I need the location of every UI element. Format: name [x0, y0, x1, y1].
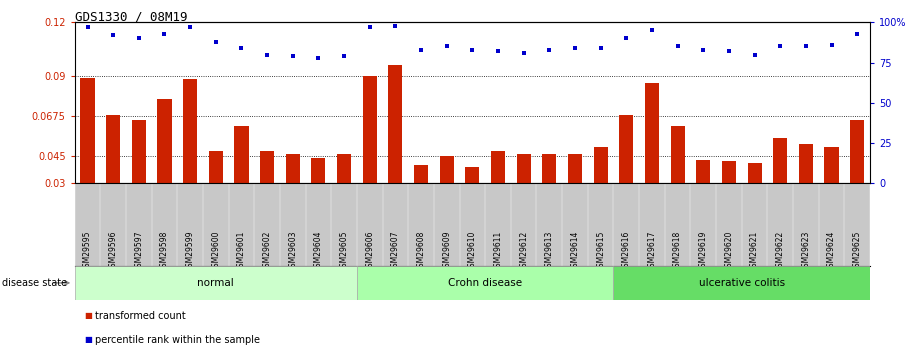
Text: ■: ■	[84, 311, 92, 320]
Bar	[312, 158, 325, 183]
Text: ■: ■	[84, 335, 92, 344]
Bar	[491, 151, 505, 183]
Bar	[440, 156, 454, 183]
Text: transformed count: transformed count	[95, 311, 186, 321]
Bar	[613, 266, 870, 300]
Bar	[722, 161, 736, 183]
Bar	[260, 151, 274, 183]
Text: Crohn disease: Crohn disease	[448, 278, 522, 288]
Bar	[773, 138, 787, 183]
Bar	[75, 266, 357, 300]
Bar	[824, 147, 839, 183]
Bar	[748, 163, 762, 183]
Text: normal: normal	[198, 278, 234, 288]
Bar	[363, 76, 377, 183]
Text: ulcerative colitis: ulcerative colitis	[699, 278, 784, 288]
Bar	[357, 266, 613, 300]
Bar	[799, 144, 813, 183]
Bar	[209, 151, 223, 183]
Bar	[106, 115, 120, 183]
Bar	[619, 115, 633, 183]
Bar	[337, 154, 351, 183]
Bar	[517, 154, 531, 183]
Text: GDS1330 / 08M19: GDS1330 / 08M19	[75, 10, 187, 23]
Bar	[850, 120, 865, 183]
Bar	[696, 160, 711, 183]
Bar	[466, 167, 479, 183]
Bar	[568, 154, 582, 183]
Bar	[414, 165, 428, 183]
Bar	[158, 99, 171, 183]
Bar	[286, 154, 300, 183]
Bar	[670, 126, 685, 183]
Bar	[132, 120, 146, 183]
Text: percentile rank within the sample: percentile rank within the sample	[95, 335, 260, 345]
Bar	[594, 147, 608, 183]
Text: disease state: disease state	[2, 278, 67, 288]
Bar	[80, 78, 95, 183]
Bar	[542, 154, 557, 183]
Bar	[234, 126, 249, 183]
Bar	[645, 83, 659, 183]
Bar	[388, 65, 403, 183]
Bar	[183, 79, 197, 183]
